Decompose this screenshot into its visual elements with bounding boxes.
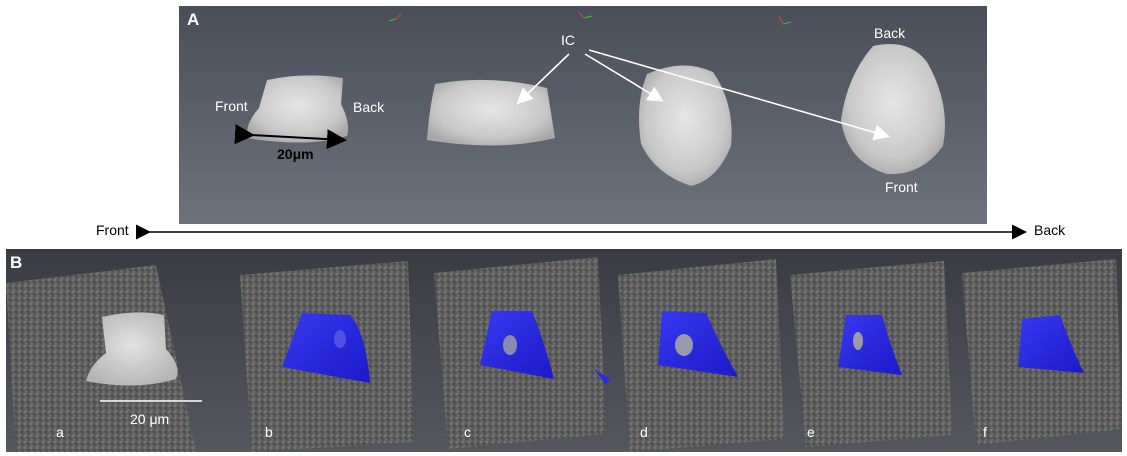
axis-back-label: Back bbox=[1034, 222, 1066, 238]
cell-4 bbox=[841, 44, 945, 175]
panel-a-3d-rendering: A IC Front Back 20μm Back Front bbox=[179, 6, 987, 224]
slice-c bbox=[434, 257, 610, 449]
scale-label-a: 20μm bbox=[277, 146, 314, 162]
front-label-cell-4: Front bbox=[885, 179, 918, 195]
slice-label-d: d bbox=[640, 424, 648, 440]
slice-label-c: c bbox=[464, 424, 471, 440]
slice-d bbox=[618, 259, 784, 452]
cell-2 bbox=[427, 79, 555, 146]
panel-b-letter: B bbox=[10, 253, 23, 272]
slice-label-b: b bbox=[265, 424, 273, 440]
panel-b-slices: B 20 μm a b c d e f bbox=[6, 249, 1122, 452]
back-label-cell-1: Back bbox=[353, 99, 385, 115]
slice-a bbox=[6, 265, 202, 452]
slice-label-f: f bbox=[983, 424, 987, 440]
ic-label: IC bbox=[561, 32, 575, 48]
axis-front-label: Front bbox=[96, 222, 129, 238]
axis-gizmo-2 bbox=[578, 11, 593, 19]
panel-a-graphics bbox=[234, 11, 945, 186]
slice-b bbox=[240, 261, 414, 452]
back-label-cell-4: Back bbox=[874, 25, 906, 41]
front-label-cell-1: Front bbox=[215, 98, 248, 114]
slice-f bbox=[962, 259, 1122, 445]
cell-1 bbox=[246, 75, 349, 143]
scale-label-b: 20 μm bbox=[130, 411, 170, 427]
slice-label-a: a bbox=[56, 424, 64, 440]
slice-e bbox=[790, 261, 952, 447]
panel-b-graphics bbox=[6, 257, 1122, 452]
axis-gizmo-1 bbox=[388, 13, 402, 22]
ic-arrow-3 bbox=[588, 49, 891, 141]
panel-a-letter: A bbox=[187, 10, 200, 29]
ic-arrow-1 bbox=[516, 53, 570, 105]
ic-arrow-2 bbox=[584, 53, 664, 102]
scale-double-arrow bbox=[234, 124, 347, 150]
slice-label-e: e bbox=[807, 424, 815, 440]
axis-gizmo-3 bbox=[778, 15, 792, 25]
cell-3 bbox=[639, 65, 732, 186]
